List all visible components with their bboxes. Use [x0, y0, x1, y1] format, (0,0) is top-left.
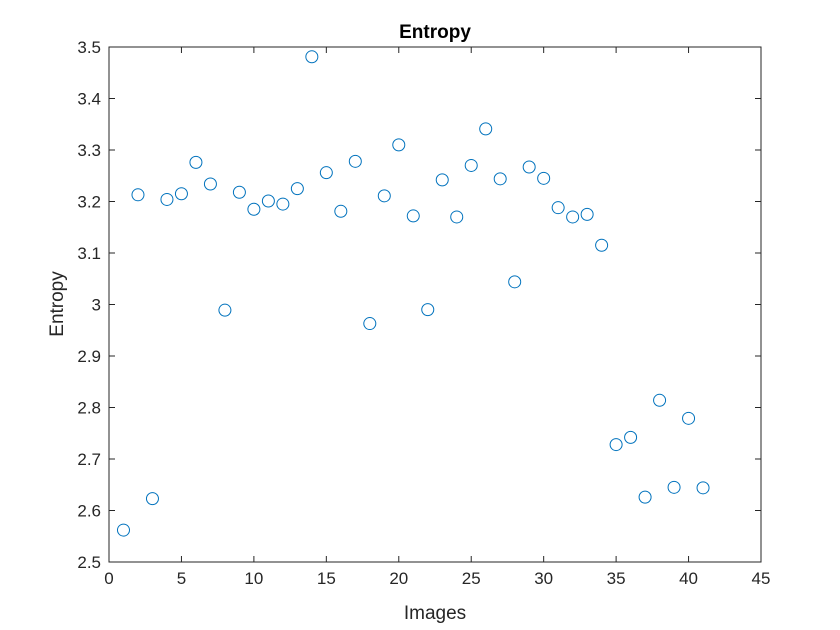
data-point	[551, 201, 565, 215]
plot-frame	[108, 46, 762, 563]
data-point	[435, 173, 449, 187]
x-tick-label: 0	[104, 569, 113, 588]
data-point	[145, 492, 159, 506]
y-tick-label: 2.5	[77, 553, 101, 572]
data-point	[406, 209, 420, 223]
data-point	[696, 481, 710, 495]
data-point	[348, 154, 362, 168]
data-point	[537, 171, 551, 185]
data-point	[464, 158, 478, 172]
x-tick-label: 20	[389, 569, 408, 588]
data-points	[116, 50, 710, 537]
y-axis-label: Entropy	[47, 271, 68, 337]
data-point	[624, 430, 638, 444]
data-point	[116, 523, 130, 537]
data-point	[160, 192, 174, 206]
x-tick-label: 35	[607, 569, 626, 588]
y-tick-label: 2.8	[77, 399, 101, 418]
x-tick-label: 10	[244, 569, 263, 588]
y-tick-label: 2.9	[77, 347, 101, 366]
x-axis-label: Images	[404, 603, 466, 624]
chart-title: Entropy	[399, 22, 471, 43]
data-point	[667, 480, 681, 494]
data-point	[479, 122, 493, 136]
y-tick-labels: 2.5 2.6 2.7 2.8 2.9 3 3.1 3.2 3.3 3.4 3.5	[77, 38, 101, 572]
data-point	[653, 393, 667, 407]
data-point	[682, 411, 696, 425]
data-point	[450, 210, 464, 224]
data-point	[638, 490, 652, 504]
y-tick-label: 2.6	[77, 502, 101, 521]
x-tick-label: 5	[177, 569, 186, 588]
data-point	[508, 275, 522, 289]
data-point	[334, 204, 348, 218]
y-tick-label: 3.1	[77, 244, 101, 263]
data-point	[290, 182, 304, 196]
data-point	[421, 303, 435, 317]
data-point	[247, 202, 261, 216]
data-point	[305, 50, 319, 64]
data-point	[363, 317, 377, 331]
y-tick-label: 2.7	[77, 450, 101, 469]
x-tick-label: 45	[752, 569, 771, 588]
x-tick-label: 40	[679, 569, 698, 588]
data-point	[595, 238, 609, 252]
x-tick-label: 30	[534, 569, 553, 588]
data-point	[189, 155, 203, 169]
data-point	[566, 210, 580, 224]
data-point	[232, 185, 246, 199]
data-point	[493, 172, 507, 186]
y-tick-label: 3.5	[77, 38, 101, 57]
x-tick-label: 15	[317, 569, 336, 588]
data-point	[609, 438, 623, 452]
x-tick-labels: 0 5 10 15 20 25 30 35 40 45	[104, 569, 770, 588]
data-point	[319, 166, 333, 180]
data-point	[218, 303, 232, 317]
data-point	[276, 197, 290, 211]
data-point	[377, 189, 391, 203]
data-point	[261, 194, 275, 208]
data-point	[131, 188, 145, 202]
plot-area	[109, 47, 761, 562]
x-tick-label: 25	[462, 569, 481, 588]
y-tick-label: 3.2	[77, 193, 101, 212]
data-point	[392, 138, 406, 152]
y-tick-label: 3	[92, 296, 101, 315]
data-point	[203, 177, 217, 191]
y-tick-label: 3.3	[77, 141, 101, 160]
data-point	[174, 187, 188, 201]
tick-marks	[108, 46, 762, 563]
data-point	[522, 160, 536, 174]
y-tick-label: 3.4	[77, 90, 101, 109]
data-point	[580, 207, 594, 221]
